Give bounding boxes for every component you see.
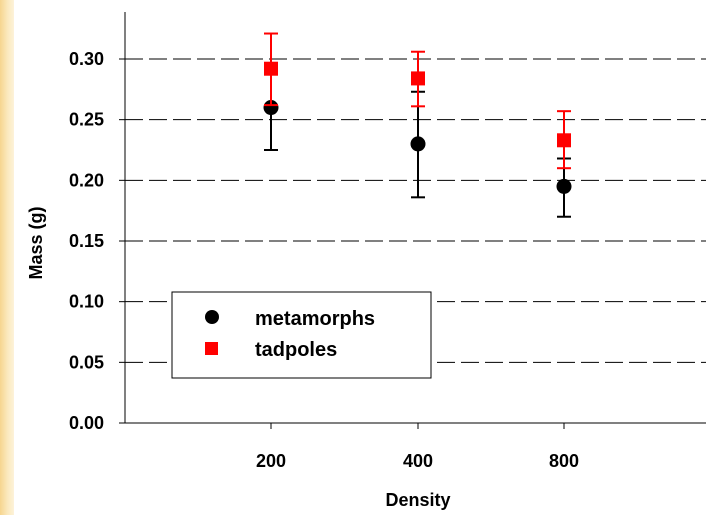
y-axis-title: Mass (g): [26, 206, 46, 279]
y-tick-label: 0.00: [69, 413, 104, 433]
legend-box: [171, 291, 432, 379]
y-tick-label: 0.20: [69, 170, 104, 190]
y-tick-label: 0.30: [69, 49, 104, 69]
series-metamorphs: [263, 90, 572, 218]
data-series: [263, 32, 572, 218]
x-axis-title: Density: [385, 490, 450, 510]
axes: [119, 12, 706, 429]
x-tick-label: 800: [549, 451, 579, 471]
legend-label-metamorphs: metamorphs: [255, 308, 375, 330]
tick-labels: 0.00 0.05 0.10 0.15 0.20 0.25 0.30 200 400 800: [69, 49, 579, 471]
left-decorative-strip: [0, 0, 14, 515]
x-tick-label: 400: [403, 451, 433, 471]
data-point: [263, 100, 279, 116]
data-point: [411, 71, 425, 86]
series-tadpoles: [264, 32, 571, 170]
y-tick-label: 0.05: [69, 352, 104, 372]
y-tick-label: 0.25: [69, 110, 104, 130]
data-point: [557, 133, 571, 148]
data-point: [556, 178, 572, 194]
legend: metamorphs tadpoles: [171, 291, 432, 379]
legend-marker-tadpoles: [205, 342, 218, 355]
legend-label-tadpoles: tadpoles: [255, 339, 337, 361]
y-tick-label: 0.15: [69, 231, 104, 251]
data-point: [264, 61, 278, 76]
legend-marker-metamorphs: [205, 310, 219, 324]
x-tick-label: 200: [256, 451, 286, 471]
y-tick-label: 0.10: [69, 292, 104, 312]
data-point: [410, 136, 426, 152]
